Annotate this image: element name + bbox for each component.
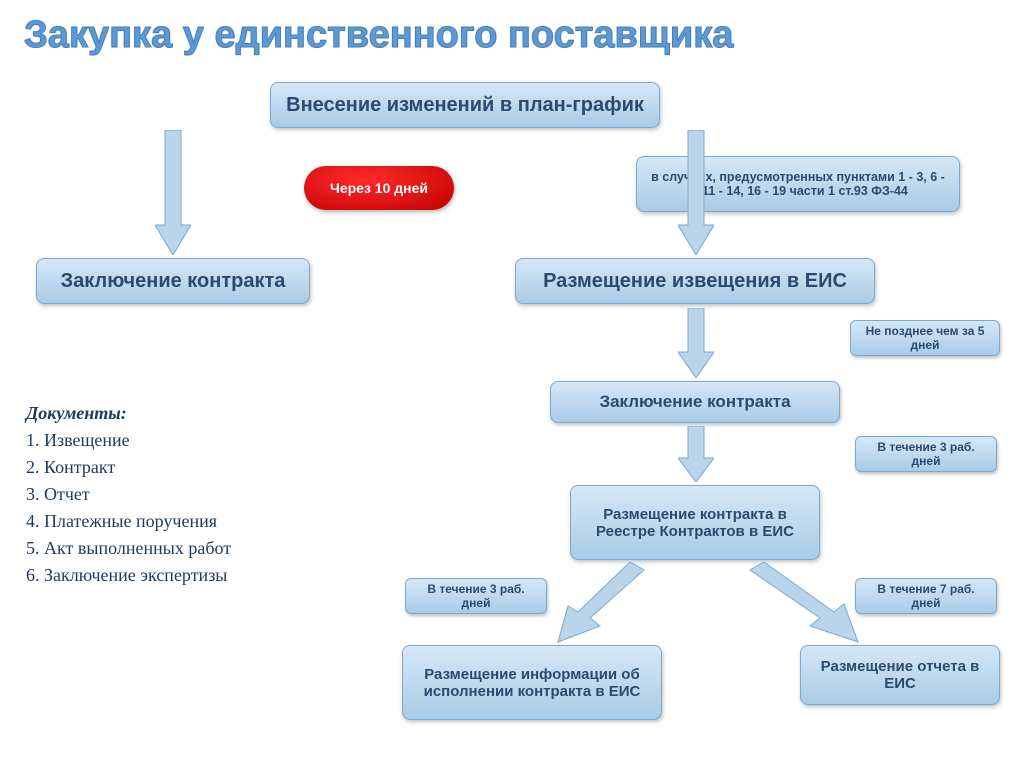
node-right-contract: Заключение контракта	[550, 381, 840, 423]
documents-item: 1. Извещение	[26, 427, 231, 454]
page-title: Закупка у единственного поставщика	[24, 14, 733, 57]
documents-item: 2. Контракт	[26, 454, 231, 481]
arrow-down-icon	[678, 426, 714, 482]
arrow-down-icon	[678, 130, 714, 255]
node-plan: Внесение изменений в план-график	[270, 82, 660, 128]
documents-item: 5. Акт выполненных работ	[26, 535, 231, 562]
documents-list: Документы: 1. Извещение 2. Контракт 3. О…	[26, 400, 231, 589]
node-registry: Размещение контракта в Реестре Контракто…	[570, 485, 820, 560]
arrow-diag-right-icon	[740, 562, 880, 644]
arrow-down-icon	[678, 308, 714, 378]
note-within-3b: В течение 3 раб. дней	[405, 578, 547, 614]
documents-item: 4. Платежные поручения	[26, 508, 231, 535]
documents-item: 3. Отчет	[26, 481, 231, 508]
node-report: Размещение отчета в ЕИС	[800, 645, 1000, 705]
note-within-3a: В течение 3 раб. дней	[855, 436, 997, 472]
documents-item: 6. Заключение экспертизы	[26, 562, 231, 589]
arrow-down-icon	[155, 130, 191, 255]
node-left-contract: Заключение контракта	[36, 258, 310, 304]
pill-ten-days: Через 10 дней	[304, 166, 454, 210]
arrow-diag-left-icon	[540, 562, 660, 644]
node-exec-info: Размещение информации об исполнении конт…	[402, 645, 662, 720]
documents-header: Документы:	[26, 400, 231, 427]
note-not-later-5: Не позднее чем за 5 дней	[850, 320, 1000, 356]
node-placement-notice: Размещение извещения в ЕИС	[515, 258, 875, 304]
